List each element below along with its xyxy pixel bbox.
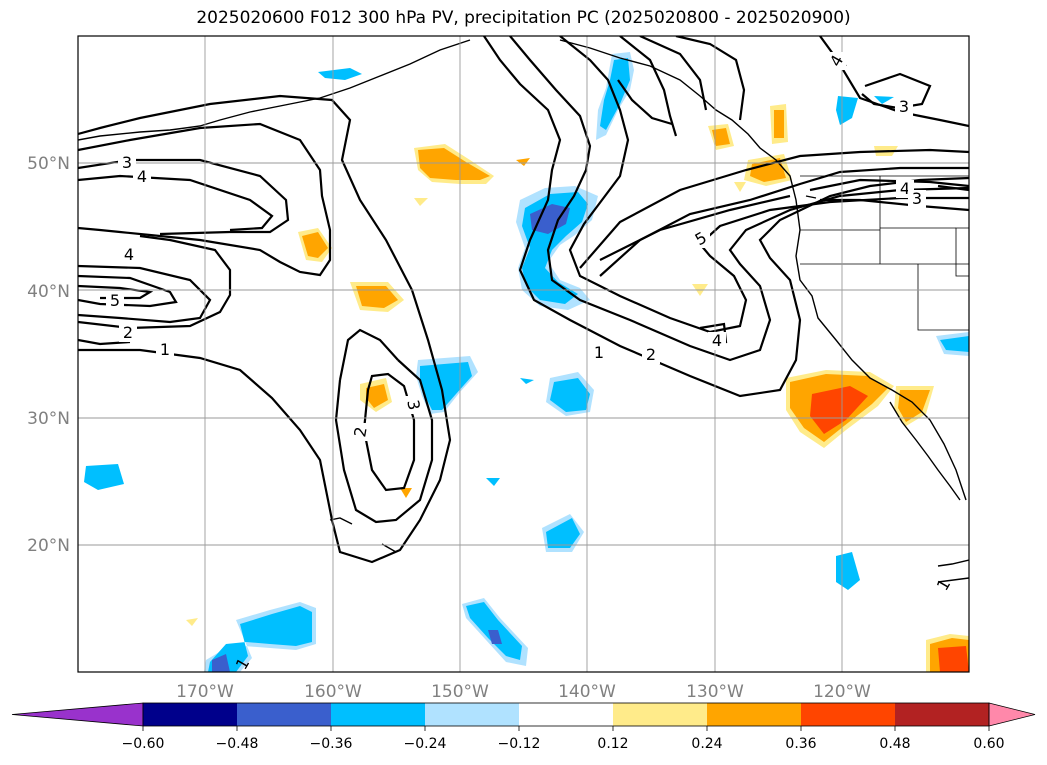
borders	[800, 175, 969, 331]
lon-label: 150°W	[431, 682, 489, 702]
colorbar-outline	[142, 702, 990, 727]
contour-label: 2	[350, 425, 370, 438]
contour-label: 1	[594, 343, 604, 362]
lon-label: 170°W	[176, 682, 234, 702]
figure-title: 2025020600 F012 300 hPa PV, precipitatio…	[196, 8, 851, 28]
contour-label: 2	[646, 345, 656, 364]
contour-label: 3	[403, 398, 423, 411]
precip-shading	[84, 52, 969, 672]
pv-contours	[78, 36, 969, 564]
map-background	[78, 36, 969, 672]
colorbar-tick-label: −0.24	[404, 736, 447, 752]
map-frame	[77, 35, 970, 673]
lon-label: 160°W	[304, 682, 362, 702]
colorbar-segment	[519, 703, 614, 726]
contour-label: 5	[110, 291, 120, 310]
contour-label: 3	[912, 189, 922, 208]
lat-label: 40°N	[27, 282, 70, 302]
colorbar-extend-high	[988, 702, 1036, 727]
contour-label: 4	[900, 179, 910, 198]
colorbar-tick-label: −0.36	[310, 736, 353, 752]
lat-label: 30°N	[27, 409, 70, 429]
colorbar-segment	[801, 703, 896, 726]
lon-label: 130°W	[686, 682, 744, 702]
colorbar-segment	[425, 703, 520, 726]
contour-label: 4	[137, 167, 147, 186]
lon-label: 120°W	[813, 682, 871, 702]
lat-label: 50°N	[27, 154, 70, 174]
colorbar: −0.60 −0.48 −0.36 −0.24 −0.12 0.12 0.24 0.36 0.4…	[11, 702, 1036, 752]
colorbar-segment	[143, 703, 238, 726]
gridlines	[78, 36, 969, 672]
contour-label: 2	[123, 323, 133, 342]
colorbar-tick-label: 0.60	[973, 736, 1004, 752]
contour-label: 3	[899, 97, 909, 116]
colorbar-tick-label: 0.36	[785, 736, 816, 752]
contour-label: 4	[124, 245, 134, 264]
colorbar-segment	[331, 703, 426, 726]
colorbar-tick-label: 0.48	[879, 736, 910, 752]
colorbar-segment	[707, 703, 802, 726]
colorbar-segment	[895, 703, 990, 726]
contour-label: 4	[712, 331, 722, 350]
colorbar-tick-label: 0.24	[691, 736, 722, 752]
contour-label: 3	[122, 153, 132, 172]
lat-label: 20°N	[27, 536, 70, 556]
lon-labels: 170°W 160°W 150°W 140°W 130°W 120°W	[176, 682, 871, 702]
colorbar-tick-label: −0.48	[216, 736, 259, 752]
contour-label: 1	[160, 340, 170, 359]
lat-labels: 20°N 30°N 40°N 50°N	[27, 154, 70, 556]
colorbar-tick-label: 0.12	[597, 736, 628, 752]
colorbar-tick-label: −0.60	[122, 736, 165, 752]
colorbar-segment	[613, 703, 708, 726]
colorbar-tick-label: −0.12	[498, 736, 541, 752]
lon-label: 140°W	[558, 682, 616, 702]
colorbar-extend-low	[11, 702, 144, 727]
colorbar-segment	[237, 703, 332, 726]
